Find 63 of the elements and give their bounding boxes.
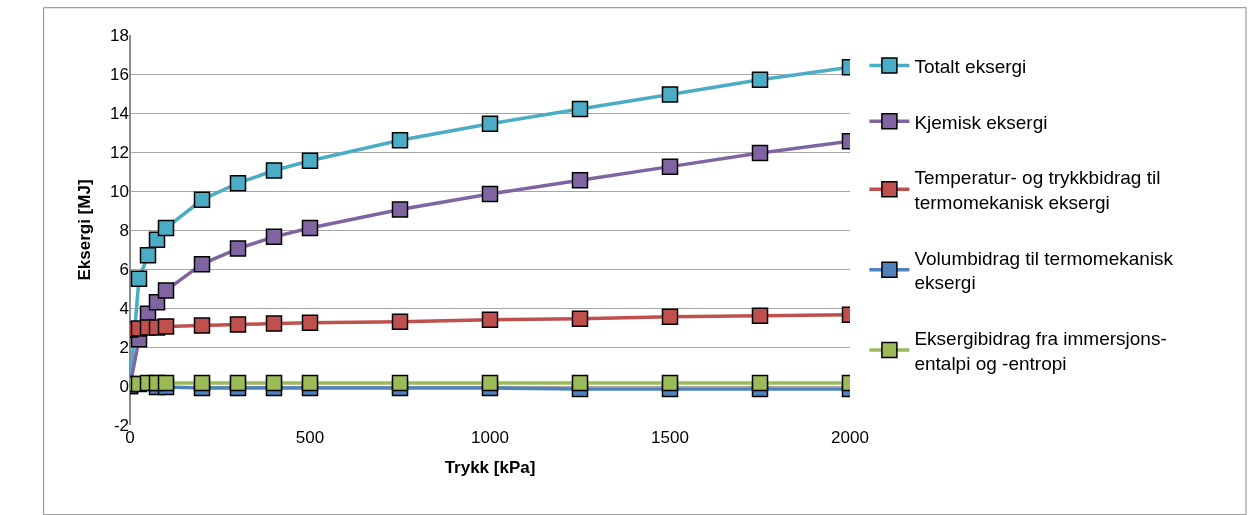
point <box>229 316 247 333</box>
y-tick-label: 0 <box>119 376 129 396</box>
point <box>571 172 589 189</box>
point <box>229 240 247 257</box>
y-tick-label: 16 <box>110 64 129 84</box>
y-tick-label: 8 <box>119 220 129 240</box>
point <box>265 374 283 392</box>
point <box>193 317 211 334</box>
y-tick-label: 18 <box>110 25 129 45</box>
point <box>481 374 499 392</box>
point <box>157 219 175 237</box>
point <box>301 152 319 170</box>
point <box>265 228 283 246</box>
point <box>661 86 679 103</box>
point <box>265 315 283 332</box>
point <box>157 318 175 335</box>
y-tick-label: 6 <box>119 259 129 279</box>
point <box>481 311 499 328</box>
point <box>139 247 157 264</box>
point <box>391 374 409 392</box>
y-tick-label: 10 <box>110 181 129 201</box>
point <box>571 310 589 327</box>
legend-label: Volumbidrag til termomekanisk eksergi <box>914 247 1174 294</box>
point <box>571 100 589 118</box>
legend-label: Kjemisk eksergi <box>914 111 1048 133</box>
point <box>229 174 247 192</box>
legend-label: Temperatur- og trykkbidrag til termomekanisk eksergi <box>914 167 1161 214</box>
point <box>301 374 319 392</box>
point <box>193 255 211 273</box>
point <box>751 307 769 325</box>
point <box>481 185 499 203</box>
x-tick-label: 1000 <box>471 428 509 447</box>
y-tick-label: 12 <box>110 142 129 162</box>
point <box>661 308 679 326</box>
point <box>193 191 211 209</box>
y-tick-label: 4 <box>119 298 129 318</box>
y-tick-label: 2 <box>119 337 129 357</box>
y-tick-label: 14 <box>110 103 129 123</box>
point <box>130 270 148 287</box>
x-axis-title: Trykk [kPa] <box>444 458 536 478</box>
point <box>193 374 211 392</box>
x-tick-label: 500 <box>295 428 325 447</box>
point <box>391 313 409 330</box>
point <box>571 374 589 392</box>
point <box>391 201 409 218</box>
point <box>157 282 175 299</box>
point <box>391 132 409 149</box>
point <box>157 374 175 392</box>
point <box>229 374 247 392</box>
legend-label: Totalt eksergi <box>914 55 1027 77</box>
point <box>661 374 679 392</box>
y-axis-title: Eksergi [MJ] <box>74 179 94 281</box>
point <box>301 314 319 331</box>
point <box>751 144 769 162</box>
point <box>265 162 283 179</box>
x-tick-label: 2000 <box>831 428 869 447</box>
point <box>751 374 769 392</box>
point <box>661 158 679 175</box>
legend-label: Eksergibidrag fra immersjons- entalpi og -entropi <box>914 328 1167 374</box>
point <box>481 115 499 132</box>
point <box>301 219 319 237</box>
x-tick-label: 1500 <box>651 428 689 447</box>
point <box>751 71 769 89</box>
